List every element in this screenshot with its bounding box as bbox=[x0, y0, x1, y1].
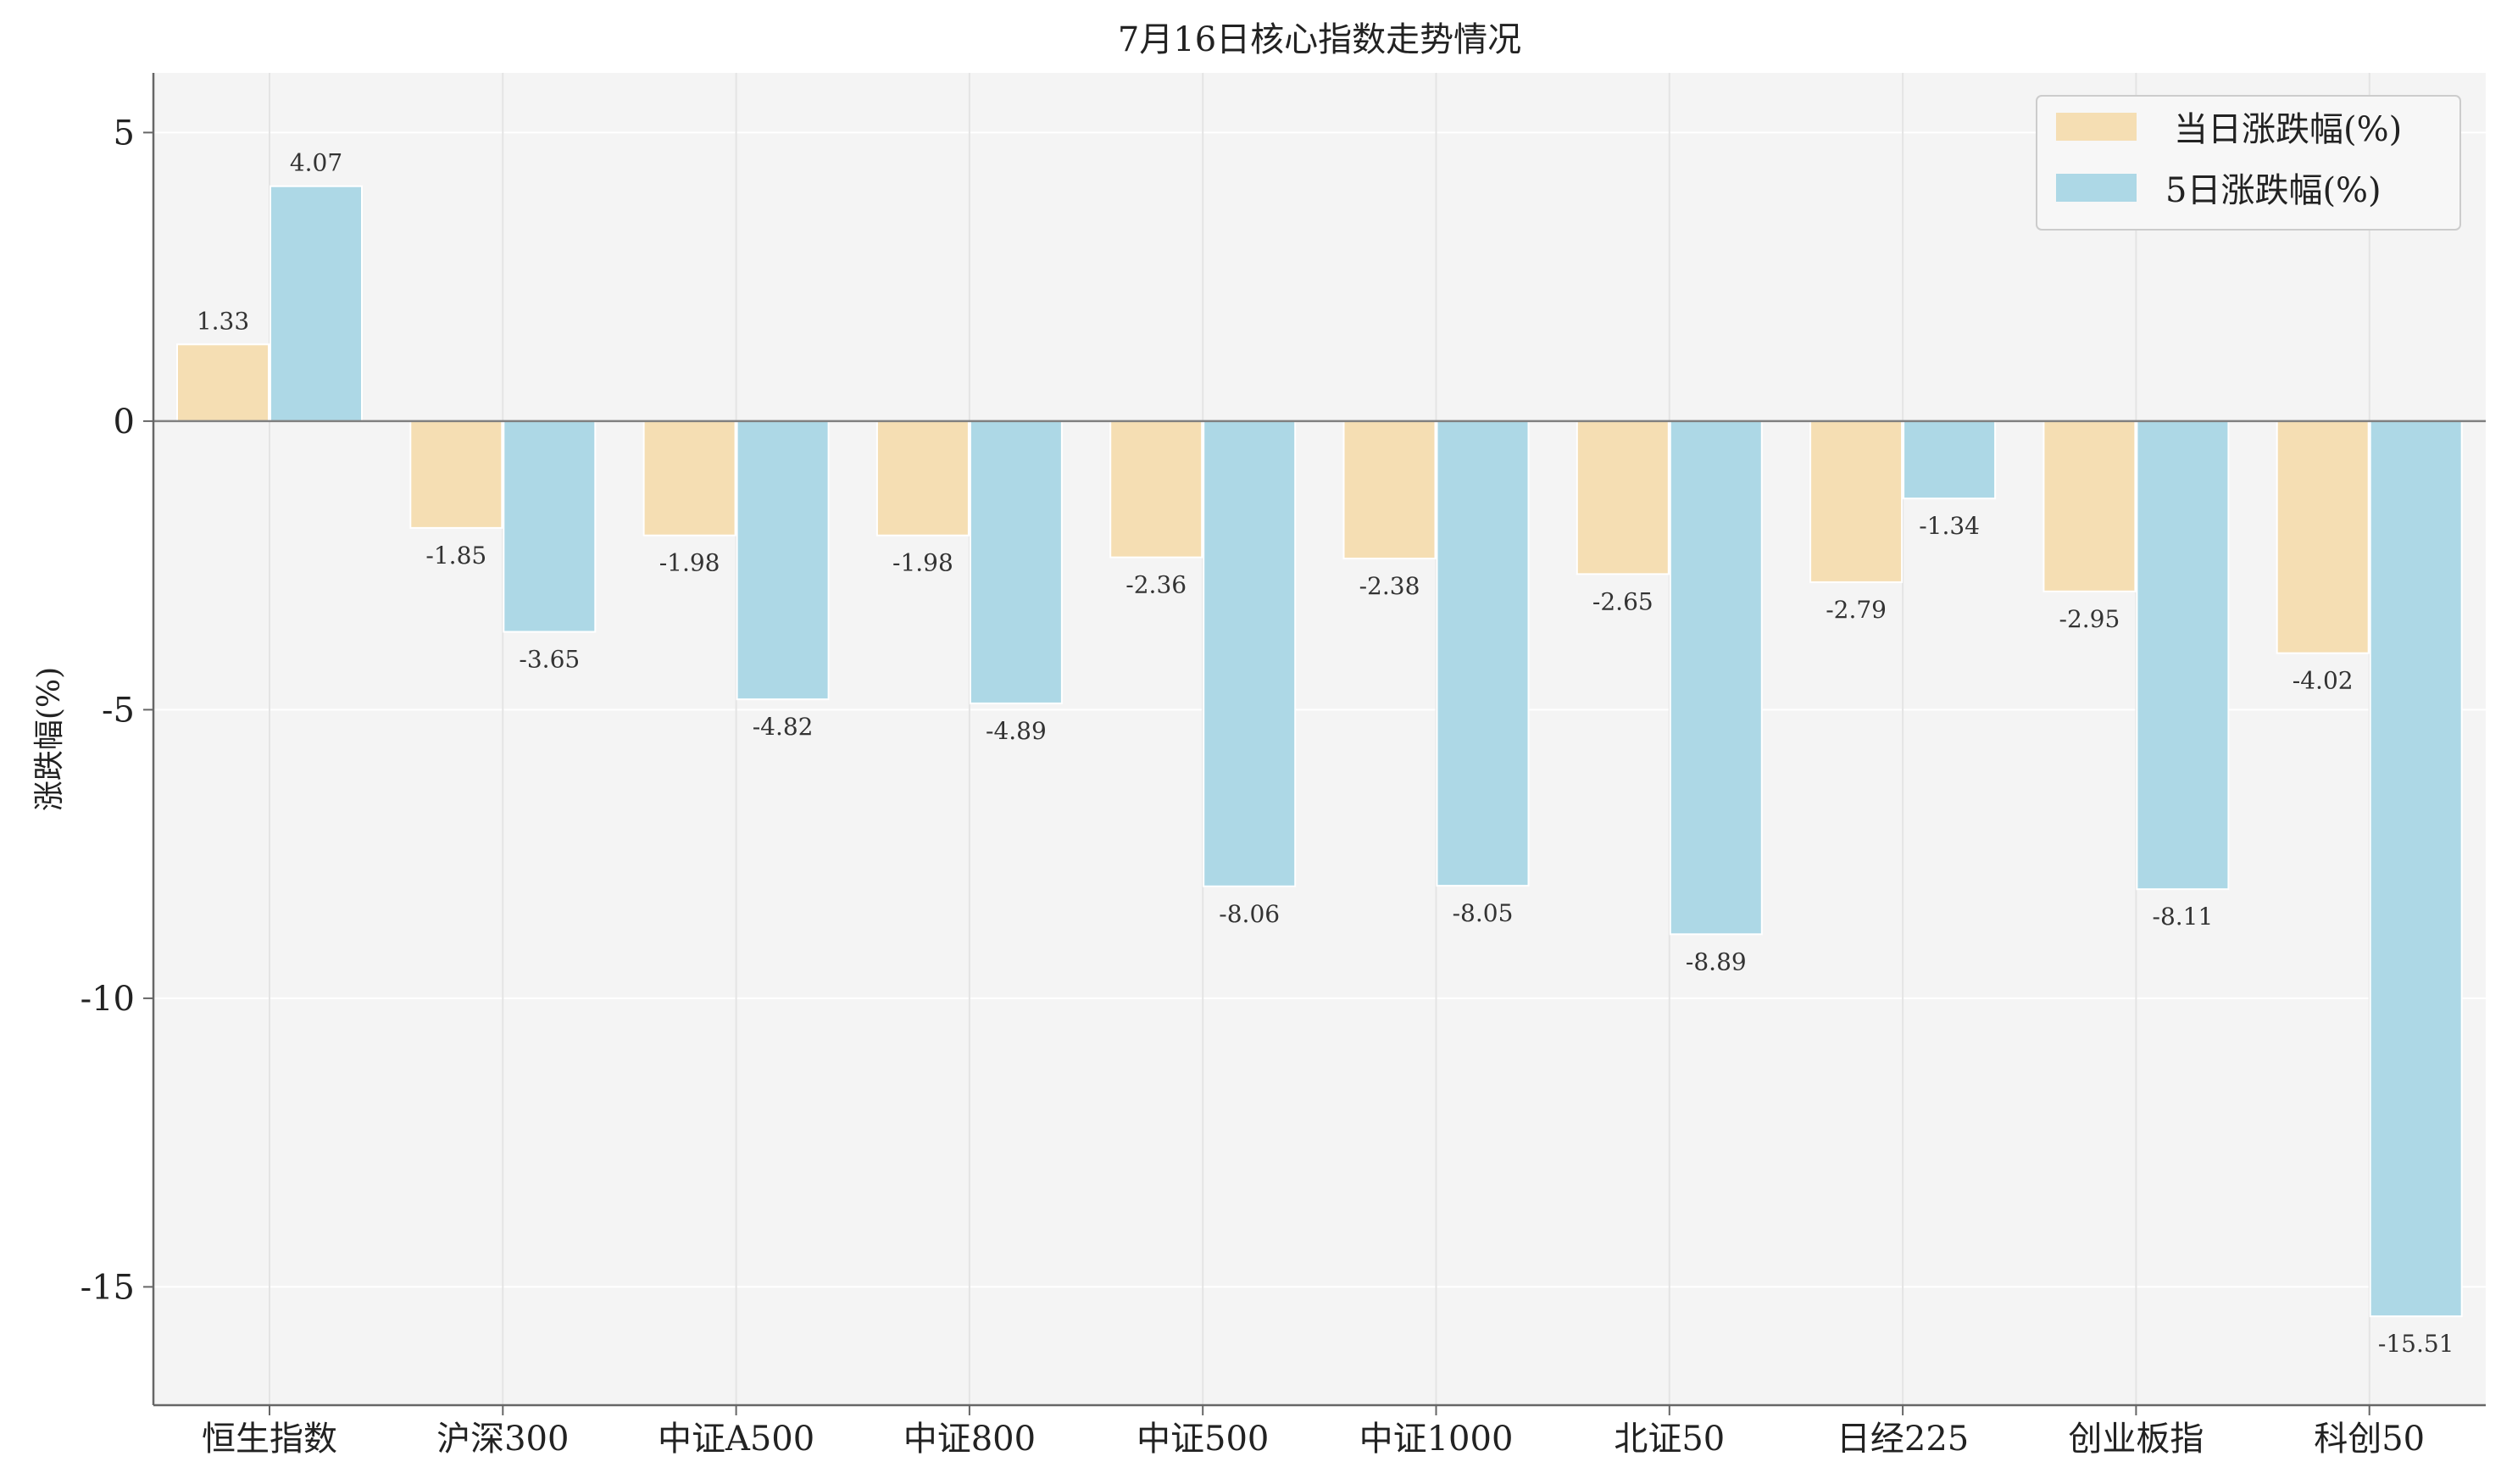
data-label-5day: -1.34 bbox=[1919, 512, 1980, 540]
bar-5day-change bbox=[1903, 420, 1997, 500]
data-label-5day: -3.65 bbox=[519, 645, 580, 673]
bar-daily-change bbox=[1576, 420, 1670, 575]
bar-daily-change bbox=[409, 420, 503, 529]
data-label-daily: -2.65 bbox=[1592, 587, 1653, 615]
x-tick-label: 恒生指数 bbox=[202, 1420, 337, 1459]
bar-5day-change bbox=[2136, 420, 2230, 891]
data-label-5day: 4.07 bbox=[290, 149, 342, 177]
legend: 当日涨跌幅(%) 5日涨跌幅(%) bbox=[2036, 95, 2461, 231]
data-label-daily: -2.38 bbox=[1359, 572, 1420, 600]
data-label-5day: -15.51 bbox=[2378, 1330, 2454, 1358]
data-labels: 1.33 4.07 -1.85 -3.65 -1.98 -4.82 -1.98 -4.89 -2… bbox=[197, 149, 2454, 1358]
legend-box bbox=[2036, 95, 2461, 231]
x-tick-label: 中证500 bbox=[1137, 1420, 1269, 1459]
bar-5day-change bbox=[270, 185, 363, 422]
bar-daily-change bbox=[176, 343, 270, 422]
y-tick-label: 0 bbox=[114, 403, 135, 442]
x-tick-label: 沪深300 bbox=[436, 1420, 569, 1459]
legend-label-daily: 当日涨跌幅(%) bbox=[2174, 110, 2402, 149]
x-tick-label: 北证50 bbox=[1614, 1420, 1725, 1459]
x-tick-label: 科创50 bbox=[2314, 1420, 2425, 1459]
data-label-daily: -4.02 bbox=[2293, 667, 2354, 695]
x-tick-label: 创业板指 bbox=[2068, 1420, 2204, 1459]
bar-5day-change bbox=[1203, 420, 1297, 887]
bar-5day-change bbox=[503, 420, 597, 633]
data-label-daily: -2.36 bbox=[1125, 571, 1187, 599]
data-label-daily: -1.85 bbox=[425, 542, 486, 570]
legend-swatch-5day bbox=[2056, 174, 2137, 202]
y-tick-label: 5 bbox=[114, 114, 135, 153]
legend-swatch-daily bbox=[2056, 113, 2137, 141]
bar-daily-change bbox=[642, 420, 736, 536]
data-label-daily: 1.33 bbox=[197, 307, 249, 335]
data-label-5day: -8.11 bbox=[2152, 903, 2213, 931]
y-tick-label: -10 bbox=[81, 980, 135, 1019]
legend-label-5day: 5日涨跌幅(%) bbox=[2165, 171, 2382, 210]
y-tick-label: -5 bbox=[102, 691, 135, 730]
chart-title: 7月16日核心指数走势情况 bbox=[1118, 20, 1521, 59]
plot-background bbox=[153, 73, 2486, 1405]
bar-5day-change bbox=[969, 420, 1063, 704]
data-label-5day: -8.05 bbox=[1453, 899, 1514, 927]
y-tick-label: -15 bbox=[81, 1268, 135, 1307]
x-tick-label: 日经225 bbox=[1837, 1420, 1969, 1459]
data-label-daily: -2.79 bbox=[1826, 596, 1887, 624]
x-tick-label: 中证1000 bbox=[1359, 1420, 1514, 1459]
bars bbox=[176, 185, 2463, 1318]
data-label-daily: -2.95 bbox=[2059, 605, 2120, 633]
bar-daily-change bbox=[1342, 420, 1437, 559]
bar-daily-change bbox=[1809, 420, 1904, 583]
x-tick-label: 中证A500 bbox=[658, 1420, 814, 1459]
x-ticks: 恒生指数 沪深300 中证A500 中证800 中证500 中证1000 北证50 日经225… bbox=[202, 1405, 2425, 1459]
x-tick-label: 中证800 bbox=[903, 1420, 1036, 1459]
bar-5day-change bbox=[1436, 420, 1530, 887]
bar-daily-change bbox=[875, 420, 970, 536]
bar-daily-change bbox=[1109, 420, 1203, 559]
data-label-daily: -1.98 bbox=[659, 549, 720, 577]
bar-5day-change bbox=[736, 420, 830, 701]
data-label-5day: -4.89 bbox=[986, 717, 1047, 745]
data-label-5day: -4.82 bbox=[753, 713, 814, 741]
bar-daily-change bbox=[2042, 420, 2137, 592]
data-label-daily: -1.98 bbox=[892, 549, 953, 577]
data-label-5day: -8.89 bbox=[1686, 948, 1747, 975]
y-axis-label: 涨跌幅(%) bbox=[32, 667, 67, 811]
bar-5day-change bbox=[2369, 420, 2463, 1318]
bar-5day-change bbox=[1669, 420, 1763, 936]
data-label-5day: -8.06 bbox=[1219, 900, 1280, 928]
bar-daily-change bbox=[2276, 420, 2370, 654]
y-ticks: 5 0 -5 -10 -15 bbox=[81, 114, 153, 1307]
